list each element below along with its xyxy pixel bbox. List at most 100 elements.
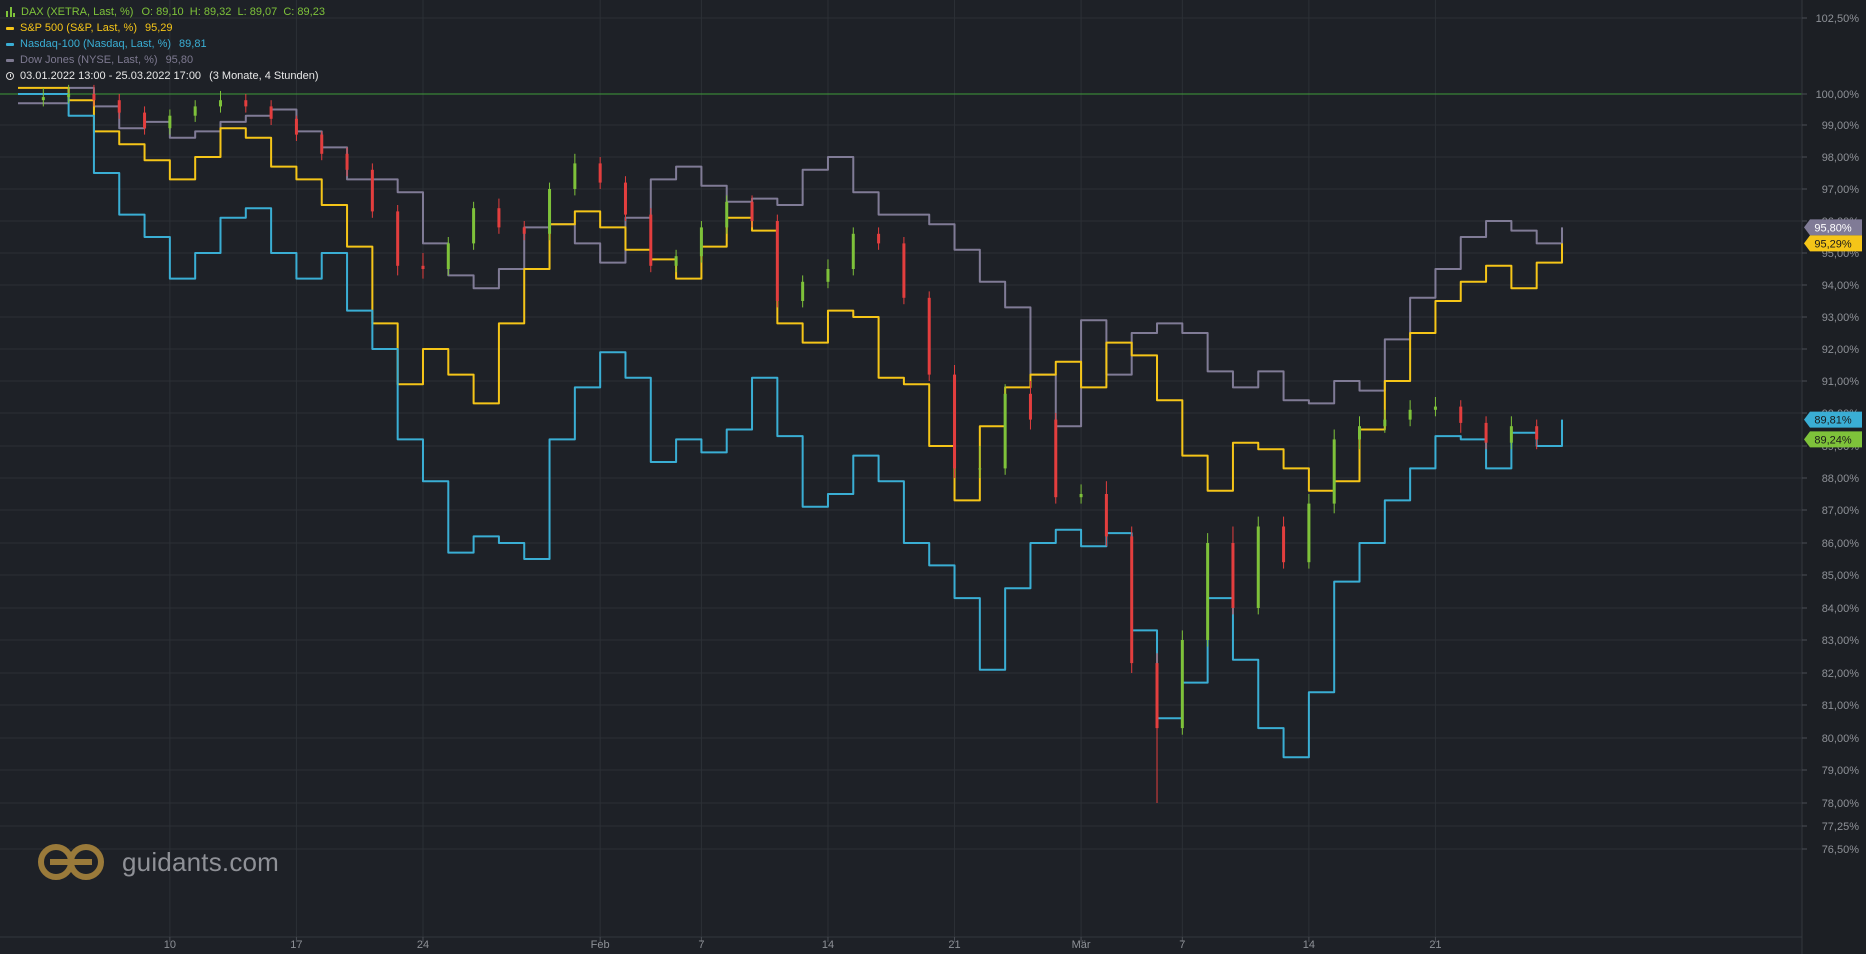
candle-body (1003, 393, 1007, 469)
badge-sp500 (1804, 235, 1862, 252)
y-tick-label: 82,00% (1822, 668, 1860, 680)
guidants-logo: guidants.com (36, 842, 279, 882)
legend-dax-label: DAX (XETRA, Last, %) (21, 6, 134, 18)
candle-body (598, 163, 602, 183)
y-tick-label: 92,00% (1822, 344, 1860, 356)
guidants-logo-icon (38, 844, 104, 880)
legend-period[interactable]: 03.01.2022 13:00 - 25.03.2022 17:00 (3 M… (6, 68, 325, 84)
y-tick-label: 79,00% (1822, 765, 1860, 777)
candle-body (1079, 494, 1083, 498)
candle-body (826, 269, 830, 282)
candle-body (472, 208, 476, 244)
badge-dax (1804, 431, 1862, 448)
legend-sp500-value: 95,29 (145, 22, 173, 34)
candle-body (143, 112, 147, 129)
x-tick-label: 17 (290, 939, 302, 951)
candle-body (522, 227, 526, 234)
series-line-sp500 (18, 86, 1563, 502)
legend-item-dax[interactable]: DAX (XETRA, Last, %) O: 89,10 H: 89,32 L… (6, 4, 325, 20)
candle-body (396, 211, 400, 266)
y-tick-label: 83,00% (1822, 635, 1860, 647)
legend-nasdaq-value: 89,81 (179, 38, 207, 50)
x-tick-label: 7 (698, 939, 704, 951)
y-tick-label: 97,00% (1822, 184, 1860, 196)
y-tick-label: 77,25% (1822, 821, 1860, 833)
series-line-nasdaq (18, 93, 1563, 759)
candle-body (851, 233, 855, 269)
candle-body (1231, 543, 1235, 608)
last-value-badges: 95,80% 95,29% 89,81% 89,24% (1804, 219, 1862, 448)
candle-body (877, 233, 881, 244)
y-axis-panel (1802, 0, 1866, 954)
candle-body (1307, 503, 1311, 563)
y-tick-label: 76,50% (1822, 844, 1860, 856)
candle-body (623, 182, 627, 215)
y-tick-label: 88,00% (1822, 473, 1860, 485)
candle-body (1358, 426, 1362, 440)
candle-body (1332, 439, 1336, 504)
candle-body (674, 256, 678, 266)
candle-body (1535, 426, 1539, 440)
candle-body (1282, 526, 1286, 563)
y-tick-label: 102,50% (1816, 13, 1860, 25)
candle-body (1155, 663, 1159, 729)
candle-body (1256, 526, 1260, 608)
series-layer (18, 86, 1563, 759)
candle-body (218, 100, 222, 107)
y-tick-label: 80,00% (1822, 733, 1860, 745)
y-tick-label: 86,00% (1822, 538, 1860, 550)
y-tick-label: 99,00% (1822, 120, 1860, 132)
x-tick-label: 7 (1179, 939, 1185, 951)
candle-body (1509, 426, 1513, 443)
candle-body (699, 227, 703, 257)
candle-body (927, 297, 931, 375)
y-tick-label: 93,00% (1822, 312, 1860, 324)
badge-dow (1804, 219, 1862, 236)
candle-body (1383, 419, 1387, 427)
candle-body (345, 153, 349, 170)
period-description: (3 Monate, 4 Stunden) (209, 70, 319, 82)
candle-body (1484, 422, 1488, 443)
candle-body (1054, 419, 1058, 498)
x-tick-label: 10 (164, 939, 176, 951)
legend-item-dow[interactable]: Dow Jones (NYSE, Last, %) 95,80 (6, 52, 325, 68)
candle-body (1408, 409, 1412, 420)
candle-body (1028, 393, 1032, 420)
candle-body (548, 189, 552, 234)
legend-item-nasdaq[interactable]: Nasdaq-100 (Nasdaq, Last, %) 89,81 (6, 36, 325, 52)
candle-body (41, 97, 45, 101)
candle-body (953, 374, 957, 469)
badge-label-nasdaq: 89,81% (1814, 415, 1852, 427)
candle-body (269, 106, 273, 119)
badge-nasdaq (1804, 411, 1862, 428)
candle-body (370, 169, 374, 212)
candle-body (168, 115, 172, 129)
y-tick-label: 85,00% (1822, 570, 1860, 582)
candle-body (573, 163, 577, 189)
logo-text: guidants.com (122, 846, 280, 877)
series-line-dow (18, 86, 1563, 428)
legend-dax-ohlc: O: 89,10 H: 89,32 L: 89,07 C: 89,23 (141, 6, 325, 18)
sp500-swatch-icon (6, 26, 14, 30)
grid-lines (0, 0, 1802, 937)
clock-icon (6, 72, 14, 80)
candle-body (801, 281, 805, 301)
chart-legend: DAX (XETRA, Last, %) O: 89,10 H: 89,32 L… (6, 4, 325, 84)
candle-body (1180, 640, 1184, 729)
legend-nasdaq-label: Nasdaq-100 (Nasdaq, Last, %) (20, 38, 172, 50)
y-tick-label: 78,00% (1822, 798, 1860, 810)
candle-body (1104, 494, 1108, 537)
candle-body (193, 106, 197, 116)
x-tick-label: 21 (948, 939, 960, 951)
legend-item-sp500[interactable]: S&P 500 (S&P, Last, %) 95,29 (6, 20, 325, 36)
candle-body (775, 221, 779, 301)
candle-body (649, 214, 653, 266)
candle-body (117, 100, 121, 113)
candle-body (320, 134, 324, 154)
badge-label-dax: 89,24% (1814, 434, 1852, 446)
candle-body (67, 94, 71, 98)
candle-body (902, 243, 906, 298)
legend-dow-label: Dow Jones (NYSE, Last, %) (20, 54, 158, 66)
